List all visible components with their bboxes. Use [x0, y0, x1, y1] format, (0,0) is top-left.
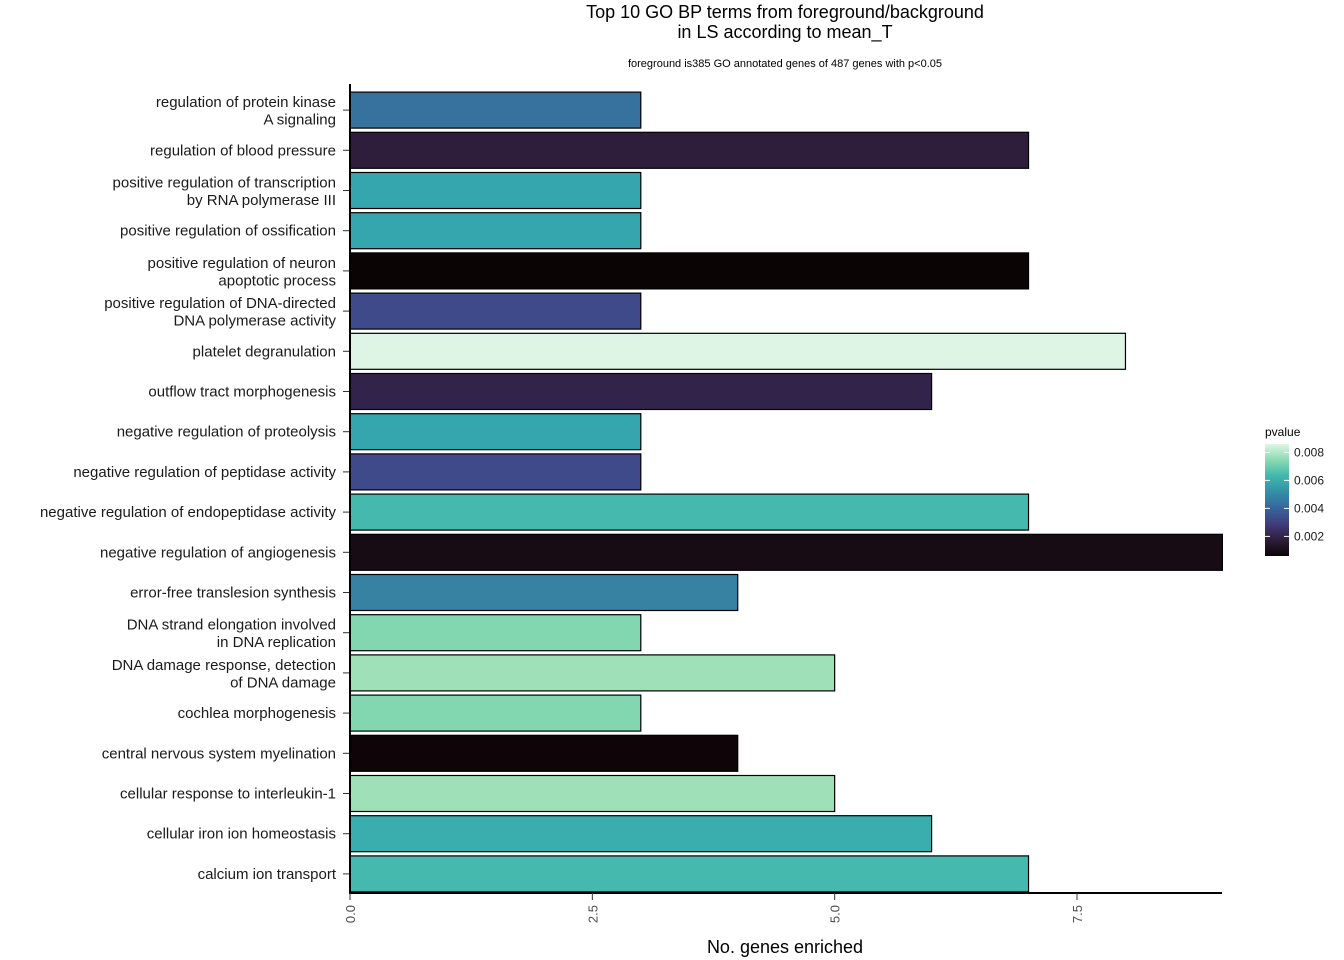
bar — [349, 131, 1030, 169]
bar — [349, 212, 642, 250]
bar — [349, 453, 642, 491]
bars-layer — [349, 91, 1224, 893]
bar — [349, 774, 836, 813]
y-tick-label: DNA damage response, detection of DNA dam… — [112, 657, 336, 692]
bar — [349, 292, 642, 330]
bar — [349, 252, 1030, 290]
bar — [349, 372, 933, 411]
y-tick-label: cellular iron ion homeostasis — [147, 826, 336, 843]
y-tick-label: outflow tract morphogenesis — [148, 384, 336, 401]
bar — [349, 413, 642, 451]
y-tick-label: positive regulation of transcription by R… — [113, 175, 336, 210]
bar — [349, 855, 1030, 893]
legend-tick-label: 0.008 — [1294, 445, 1324, 459]
y-tick-label: cellular response to interleukin-1 — [120, 786, 336, 803]
x-axis-ticks: 0.0 2.5 5.0 7.5 — [343, 893, 1085, 923]
x-tick-label: 2.5 — [585, 905, 600, 923]
x-tick-label: 5.0 — [828, 905, 843, 923]
y-tick-label: negative regulation of angiogenesis — [100, 544, 336, 561]
chart-title-line-1: Top 10 GO BP terms from foreground/backg… — [586, 2, 984, 22]
y-tick-label: calcium ion transport — [198, 866, 337, 883]
x-tick-label: 7.5 — [1070, 905, 1085, 923]
y-tick-label: regulation of protein kinase A signaling — [156, 94, 336, 129]
legend-title: pvalue — [1265, 425, 1301, 439]
x-axis-title: No. genes enriched — [707, 937, 863, 957]
y-tick-label: positive regulation of ossification — [120, 223, 336, 240]
y-tick-label: positive regulation of DNA-directed DNA p… — [104, 295, 336, 330]
legend-colorbar — [1265, 444, 1289, 556]
bar — [349, 694, 642, 732]
legend-tick-label: 0.002 — [1294, 529, 1324, 543]
y-tick-label: cochlea morphogenesis — [178, 705, 336, 722]
y-tick-label: negative regulation of peptidase activit… — [73, 464, 336, 481]
y-tick-label: positive regulation of neuron apoptotic p… — [148, 255, 336, 290]
legend-tick-label: 0.006 — [1294, 473, 1324, 487]
legend-ticks: 0.008 0.006 0.004 0.002 — [1265, 445, 1324, 543]
bar — [349, 654, 836, 692]
y-tick-label: platelet degranulation — [193, 343, 336, 360]
bar — [349, 171, 642, 210]
bar — [349, 493, 1030, 531]
chart-title-line-2: in LS according to mean_T — [677, 22, 892, 43]
y-axis-labels: regulation of protein kinase A signaling r… — [40, 94, 350, 883]
x-tick-label: 0.0 — [343, 905, 358, 923]
y-tick-label: central nervous system myelination — [102, 745, 336, 762]
bar — [349, 614, 642, 652]
chart-subtitle: foreground is385 GO annotated genes of 4… — [628, 58, 942, 70]
bar — [349, 533, 1224, 571]
bar — [349, 91, 642, 129]
pvalue-legend: pvalue 0.008 0.006 0.004 0.002 — [1265, 425, 1324, 556]
y-tick-label: regulation of blood pressure — [150, 142, 336, 159]
bar — [349, 734, 739, 772]
y-tick-label: negative regulation of proteolysis — [117, 424, 336, 441]
bar — [349, 815, 933, 853]
y-tick-label: DNA strand elongation involved in DNA rep… — [127, 617, 336, 652]
y-tick-label: negative regulation of endopeptidase act… — [40, 504, 337, 521]
y-tick-label: error-free translesion synthesis — [130, 585, 336, 602]
legend-tick-label: 0.004 — [1294, 501, 1324, 515]
bar — [349, 332, 1127, 370]
bar — [349, 573, 739, 612]
